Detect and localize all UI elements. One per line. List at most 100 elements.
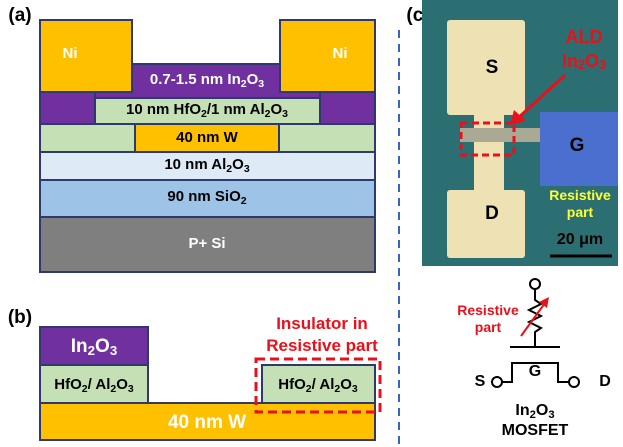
text-part: O (95, 336, 110, 357)
subscript: 2 (241, 195, 247, 207)
annotation: Resistive (549, 187, 611, 203)
caption: In2O3 (515, 402, 554, 421)
text-part: HfO (54, 376, 82, 393)
subscript: 3 (258, 78, 264, 90)
text-part: / Al (312, 376, 335, 393)
text-part: part (567, 204, 594, 220)
text-part: HfO (278, 376, 306, 393)
subscript: 2 (82, 383, 88, 395)
text-part: 40 nm W (168, 412, 246, 433)
text-part: D (599, 373, 611, 390)
text-part: part (475, 319, 502, 335)
subscript: 2 (334, 383, 340, 395)
annotation: part (475, 319, 502, 335)
variable-arrow (520, 302, 546, 337)
layer-label: 40 nm W (176, 129, 239, 146)
pad-d (447, 190, 525, 258)
schematic (491, 278, 580, 388)
text-part: O (232, 156, 244, 173)
text-part: S (486, 57, 499, 78)
text-part: 90 nm SiO (167, 188, 241, 205)
layer-label: HfO2/ Al2O3 (278, 376, 358, 395)
layer-label: In2O3 (71, 336, 117, 358)
subscript: 3 (128, 383, 134, 395)
subscript: 2 (201, 108, 207, 120)
subscript: 3 (282, 108, 288, 120)
text-part: O (340, 376, 352, 393)
text-part: O (585, 51, 599, 71)
layer-label: 10 nm HfO2/1 nm Al2O3 (126, 101, 288, 120)
sio2-layer (39, 179, 376, 218)
pad-s (447, 20, 525, 115)
pad-g (540, 112, 618, 186)
text-part: / Al (88, 376, 111, 393)
subscript: 3 (599, 58, 606, 72)
highlight-box (254, 357, 382, 414)
terminal-label: S (475, 373, 486, 390)
panel-label: (b) (8, 307, 32, 328)
text-part: O (116, 376, 128, 393)
annotation: Resistive part (266, 336, 378, 355)
text-part: S (475, 373, 486, 390)
hfo2-top (94, 97, 321, 125)
annotation: In2O3 (562, 51, 606, 73)
text-part: 0.7-1.5 nm In (150, 71, 241, 88)
terminal-label: S (486, 57, 499, 78)
text-part: P+ Si (188, 235, 225, 252)
subscript: 3 (352, 383, 358, 395)
subscript: 2 (306, 383, 312, 395)
text-part: In (71, 336, 88, 357)
layer-label: HfO2/ Al2O3 (54, 376, 134, 395)
layer-label: P+ Si (188, 235, 225, 252)
subscript: 3 (548, 409, 554, 421)
highlight-box (459, 121, 516, 157)
text-part: 20 μm (557, 231, 603, 248)
arrowhead (539, 297, 549, 308)
text-part: Ni (63, 45, 78, 62)
text-part: G (570, 135, 585, 156)
ni-right (279, 19, 376, 93)
subscript: 3 (110, 343, 117, 358)
caption: MOSFET (502, 422, 569, 439)
terminal-label: D (485, 203, 499, 224)
layer-label: 0.7-1.5 nm In2O3 (150, 71, 264, 90)
terminal-label: D (599, 373, 611, 390)
annotation: Insulator in (276, 314, 368, 333)
subscript: 2 (530, 409, 536, 421)
annotation: ALD (566, 27, 603, 47)
layer-label: Ni (333, 45, 348, 62)
layer-label: 10 nm Al2O3 (164, 156, 249, 175)
text-part: Resistive part (266, 336, 378, 355)
layer-label: Ni (63, 45, 78, 62)
si-layer (39, 216, 376, 273)
text-part: 10 nm HfO (126, 101, 201, 118)
hfo2-right (261, 364, 376, 404)
text-part: 40 nm W (176, 129, 239, 146)
text-part: In (562, 51, 578, 71)
terminal-label: G (529, 363, 541, 380)
text-part: G (529, 363, 541, 380)
subscript: 2 (265, 108, 271, 120)
ni-left (39, 19, 133, 93)
text-part: Resistive (549, 187, 611, 203)
text-part: Ni (333, 45, 348, 62)
text-part: O (270, 101, 282, 118)
text-part: Insulator in (276, 314, 368, 333)
subscript: 2 (241, 78, 247, 90)
channel (460, 128, 540, 142)
text-part: /1 nm Al (207, 101, 265, 118)
text-part: Resistive (457, 302, 519, 318)
text-part: 10 nm Al (164, 156, 226, 173)
subscript: 2 (88, 343, 95, 358)
panel-label: (a) (8, 5, 31, 26)
text-part: O (536, 402, 548, 419)
subscript: 3 (244, 163, 250, 175)
hfo2-left (39, 364, 149, 404)
terminal-label: G (570, 135, 585, 156)
subscript: 2 (110, 383, 116, 395)
annotation: part (567, 204, 594, 220)
text-part: O (247, 71, 259, 88)
in2o3-block (39, 326, 149, 366)
subscript: 2 (578, 58, 585, 72)
